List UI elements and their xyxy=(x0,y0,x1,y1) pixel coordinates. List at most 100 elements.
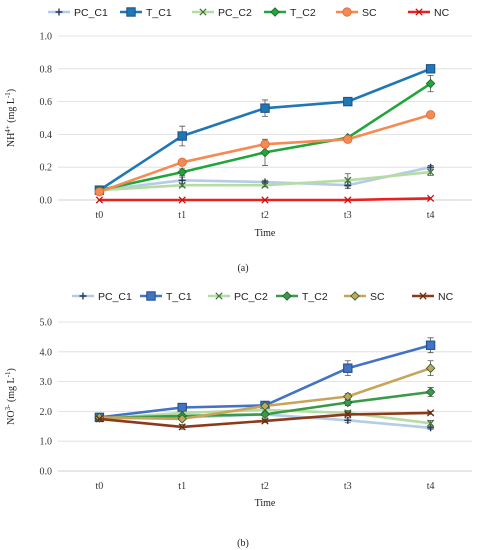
x-tick-label: t2 xyxy=(261,481,269,492)
x-tick-label: t2 xyxy=(261,210,269,221)
y-tick-label: 1.0 xyxy=(40,437,53,448)
series-SC xyxy=(94,110,436,197)
data-point xyxy=(425,78,436,89)
legend-label: T_C2 xyxy=(302,291,328,303)
x-tick-label: t0 xyxy=(96,210,104,221)
legend-label: T_C2 xyxy=(290,7,316,19)
data-point xyxy=(425,64,436,74)
legend-label: SC xyxy=(362,7,377,19)
data-point xyxy=(426,409,435,417)
data-point xyxy=(343,391,353,402)
data-point xyxy=(95,415,104,423)
series-NC xyxy=(95,194,435,204)
y-tick-label: 0.4 xyxy=(40,130,53,141)
data-point xyxy=(177,167,187,177)
y-tick-label: 0.2 xyxy=(40,163,53,174)
legend-marker xyxy=(199,8,207,16)
legend-marker xyxy=(55,8,63,16)
data-point xyxy=(261,417,269,425)
legend-marker xyxy=(282,291,292,301)
legend-label: PC_C1 xyxy=(98,291,132,303)
panel-b-caption: (b) xyxy=(237,538,249,549)
data-point xyxy=(178,196,186,204)
series-T_C1 xyxy=(94,64,436,195)
data-point xyxy=(425,340,436,350)
data-point xyxy=(94,187,105,197)
y-tick-label: 0.0 xyxy=(40,467,53,478)
y-axis-label: NH4+ (mg L-1) xyxy=(4,89,17,147)
chart-panel-a: 0.0 0.2 0.4 0.6 0.8 1.0 t0 t1 t2 t3 t4 Time NH4+ (mg… xyxy=(4,7,472,239)
data-point xyxy=(260,103,270,113)
x-tick-label: t4 xyxy=(427,481,435,492)
legend-marker xyxy=(415,8,423,16)
legend-label: NC xyxy=(438,291,454,303)
legend-marker xyxy=(79,292,87,300)
legend-label: T_C1 xyxy=(166,291,192,303)
legend-marker xyxy=(350,291,360,301)
data-point xyxy=(260,401,270,411)
data-point xyxy=(343,96,353,107)
x-tick-label: t1 xyxy=(178,210,186,221)
data-point xyxy=(260,409,270,420)
data-point xyxy=(426,419,435,427)
data-point xyxy=(343,363,353,373)
data-point xyxy=(425,110,436,120)
legend-label: NC xyxy=(434,7,450,19)
legend-marker xyxy=(146,291,156,301)
data-point xyxy=(261,196,269,204)
data-point xyxy=(178,181,186,189)
data-point xyxy=(178,176,186,184)
x-tick-label: t3 xyxy=(344,481,352,492)
y-tick-label: 1.0 xyxy=(40,32,53,43)
data-point xyxy=(261,181,269,189)
legend-marker xyxy=(270,7,280,17)
y-tick-label: 3.0 xyxy=(40,377,53,388)
y-tick-label: 5.0 xyxy=(40,318,53,329)
data-point xyxy=(177,414,187,424)
legend-marker xyxy=(342,7,352,17)
x-tick-label: t1 xyxy=(178,481,186,492)
legend-marker xyxy=(419,292,427,300)
data-point xyxy=(260,139,270,149)
data-point xyxy=(344,410,352,419)
data-point xyxy=(95,196,104,204)
legend-label: T_C1 xyxy=(146,7,172,19)
series-SC xyxy=(94,360,436,424)
x-tick-label: t4 xyxy=(427,210,435,221)
legend-label: SC xyxy=(370,291,385,303)
data-point xyxy=(344,196,352,204)
data-point xyxy=(343,134,353,144)
data-point xyxy=(426,168,435,176)
x-axis-label: Time xyxy=(255,228,276,239)
legend-marker xyxy=(215,292,223,300)
data-point xyxy=(344,176,352,184)
data-point xyxy=(177,157,187,167)
y-tick-label: 0.8 xyxy=(40,64,53,75)
data-point xyxy=(177,131,187,141)
legend: PC_C1 T_C1 PC_C2 T_C2 SC NC xyxy=(72,291,454,303)
series-NC xyxy=(95,409,435,431)
data-point xyxy=(260,147,270,158)
data-point xyxy=(343,397,353,408)
data-point xyxy=(425,363,436,373)
y-tick-label: 2.0 xyxy=(40,407,53,418)
panel-a-caption: (a) xyxy=(237,263,248,274)
legend-label: PC_C2 xyxy=(218,7,252,19)
legend-label: PC_C2 xyxy=(234,291,268,303)
x-axis-label: Time xyxy=(255,498,276,509)
x-tick-label: t3 xyxy=(344,210,352,221)
y-tick-label: 0.0 xyxy=(40,196,53,207)
x-tick-label: t0 xyxy=(96,481,104,492)
y-tick-label: 0.6 xyxy=(40,97,53,108)
y-axis-label: NO3- (mg L-1) xyxy=(4,368,17,425)
data-point xyxy=(178,423,186,431)
legend: PC_C1 T_C1 PC_C2 T_C2 SC NC xyxy=(48,7,450,19)
data-point xyxy=(425,387,436,397)
y-tick-label: 4.0 xyxy=(40,347,53,358)
legend-label: PC_C1 xyxy=(74,7,108,19)
chart-panel-b: 0.0 1.0 2.0 3.0 4.0 5.0 t0 t1 t2 t3 t4 Time NO3- (mg… xyxy=(4,291,472,509)
data-point xyxy=(344,416,352,424)
data-point xyxy=(426,194,435,203)
legend-marker xyxy=(126,7,136,17)
